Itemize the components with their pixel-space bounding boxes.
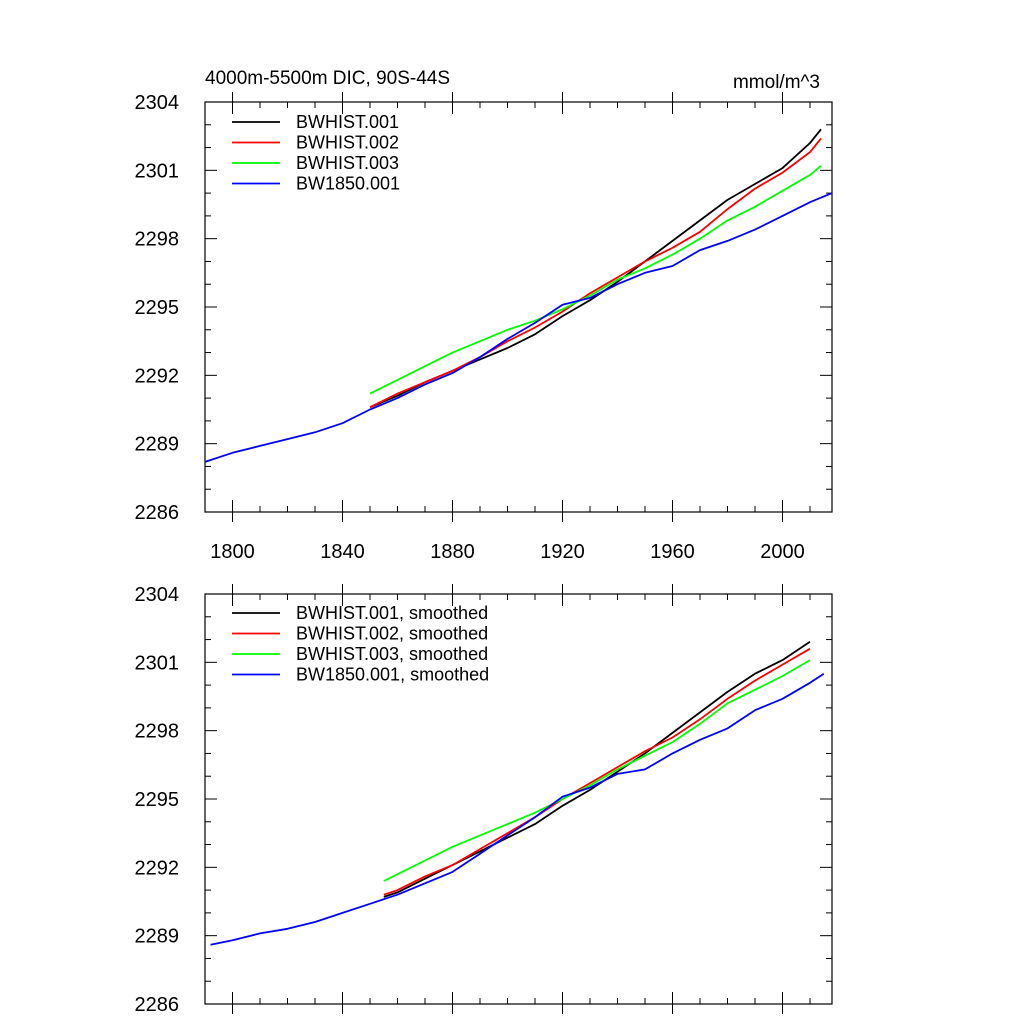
y-tick-label: 2304 — [135, 584, 180, 606]
y-tick-label: 2289 — [135, 434, 180, 456]
legend-label: BW1850.001 — [296, 174, 400, 194]
series-line — [369, 165, 822, 395]
y-tick-label: 2295 — [135, 297, 180, 319]
x-tick-label: 1880 — [430, 541, 475, 563]
legend-label: BW1850.001, smoothed — [296, 665, 489, 685]
x-tick-label: 1800 — [210, 541, 255, 563]
legend-label: BWHIST.003, smoothed — [296, 644, 488, 664]
chart-title: 4000m-5500m DIC, 90S-44S — [205, 68, 450, 89]
series-line — [383, 647, 811, 896]
y-tick-label: 2301 — [135, 160, 180, 182]
legend-label: BWHIST.001 — [296, 112, 399, 132]
series-line — [210, 672, 825, 946]
series-line — [369, 128, 822, 409]
x-tick-label: 2000 — [760, 541, 805, 563]
legend-label: BWHIST.001, smoothed — [296, 603, 488, 623]
y-tick-label: 2292 — [135, 857, 180, 879]
y-tick-label: 2292 — [135, 365, 180, 387]
y-tick-label: 2298 — [135, 229, 180, 251]
legend-label: BWHIST.002 — [296, 133, 399, 153]
series-line — [369, 137, 822, 409]
y-tick-label: 2295 — [135, 789, 180, 811]
top-panel: 4000m-5500m DIC, 90S-44S mmol/m^3 2286 22… — [135, 68, 833, 563]
y-tick-label: 2304 — [135, 92, 180, 114]
y-tick-label: 2301 — [135, 652, 180, 674]
series-line — [383, 659, 811, 882]
legend-label: BWHIST.003 — [296, 153, 399, 173]
y-tick-label: 2286 — [135, 994, 180, 1016]
x-tick-label: 1840 — [320, 541, 365, 563]
y-tick-label: 2298 — [135, 721, 180, 743]
series-line — [204, 192, 833, 463]
x-tick-label: 1920 — [540, 541, 585, 563]
y-tick-label: 2289 — [135, 926, 180, 948]
bottom-panel: 2286 2289 2292 2295 2298 2301 2304 BWHIST.001, … — [135, 584, 833, 1016]
legend-label: BWHIST.002, smoothed — [296, 624, 488, 644]
x-tick-label: 1960 — [650, 541, 695, 563]
y-tick-label: 2286 — [135, 502, 180, 524]
units-label: mmol/m^3 — [733, 72, 820, 93]
